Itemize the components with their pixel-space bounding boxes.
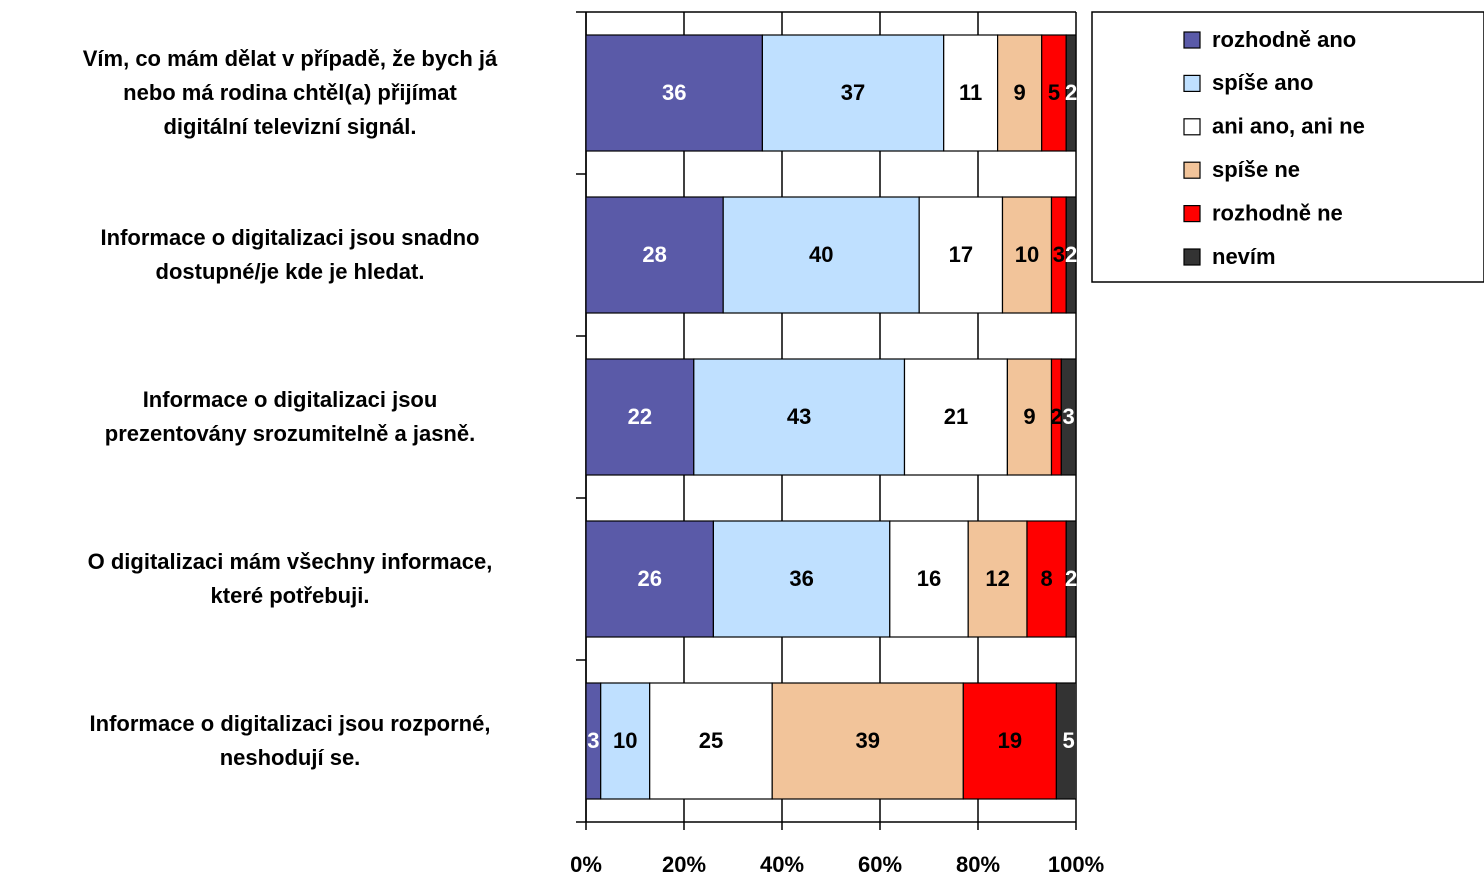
- x-tick-label: 40%: [760, 852, 804, 877]
- value-label: 9: [1023, 404, 1035, 429]
- legend-box: [1091, 11, 1484, 283]
- value-label: 9: [1014, 80, 1026, 105]
- legend-swatch: [1183, 205, 1201, 223]
- bar-segment: [1006, 358, 1053, 476]
- value-label: 5: [1063, 728, 1075, 753]
- bar-segment: [943, 34, 999, 152]
- value-label: 36: [662, 80, 686, 105]
- bar-segment: [1060, 358, 1076, 476]
- bar-segment: [600, 682, 651, 800]
- value-label: 21: [944, 404, 968, 429]
- legend-label: ani ano, ani ne: [1212, 114, 1365, 139]
- value-label: 25: [699, 728, 723, 753]
- legend-label: rozhodně ne: [1212, 200, 1343, 225]
- legend-label: spíše ano: [1212, 70, 1313, 95]
- legend-swatch: [1183, 118, 1201, 136]
- bar-segment: [693, 358, 906, 476]
- value-label: 10: [1015, 242, 1039, 267]
- category-label: O digitalizaci mám všechny informace, kt…: [87, 549, 493, 608]
- bar-segment: [918, 196, 1004, 314]
- value-label: 19: [998, 728, 1022, 753]
- category-label: Informace o digitalizaci jsou prezentová…: [104, 387, 476, 446]
- bar-segment: [1001, 196, 1053, 314]
- bars: [586, 34, 1076, 800]
- value-label: 28: [642, 242, 666, 267]
- value-label: 2: [1050, 404, 1062, 429]
- legend-label: rozhodně ano: [1212, 27, 1356, 52]
- legend-label: nevím: [1212, 244, 1276, 269]
- bar-segment: [586, 358, 695, 476]
- value-label: 36: [789, 566, 813, 591]
- x-tick-label: 60%: [858, 852, 902, 877]
- value-label: 3: [1053, 242, 1065, 267]
- legend-swatch: [1183, 31, 1201, 49]
- bar-segment: [1065, 34, 1076, 152]
- value-label: 2: [1065, 80, 1077, 105]
- bar-segment: [1041, 34, 1067, 152]
- bar-segment: [903, 358, 1009, 476]
- value-label: 11: [959, 80, 982, 105]
- x-tick-label: 100%: [1048, 852, 1104, 877]
- category-label: Informace o digitalizaci jsou rozporné, …: [89, 711, 491, 770]
- value-label: 37: [841, 80, 865, 105]
- bar-segment: [649, 682, 773, 800]
- value-label: 43: [787, 404, 811, 429]
- legend-swatch: [1183, 161, 1201, 179]
- bar-segment: [712, 520, 891, 638]
- bar-segment: [962, 682, 1057, 800]
- legend-swatch: [1183, 74, 1201, 93]
- category-label: Vím, co mám dělat v případě, že bych já …: [82, 46, 498, 139]
- value-label: 40: [809, 242, 833, 267]
- value-label: 26: [637, 566, 661, 591]
- value-label: 10: [613, 728, 637, 753]
- x-tick-label: 80%: [956, 852, 1000, 877]
- value-label: 3: [587, 728, 599, 753]
- value-label: 16: [917, 566, 941, 591]
- bar-segment: [1065, 520, 1076, 638]
- bar-segment: [586, 196, 724, 314]
- value-label: 2: [1065, 242, 1077, 267]
- value-label: 39: [856, 728, 880, 753]
- value-label: 17: [949, 242, 973, 267]
- x-tick-label: 0%: [570, 852, 602, 877]
- bar-segment: [722, 196, 920, 314]
- value-label: 22: [628, 404, 652, 429]
- bar-segment: [996, 34, 1043, 152]
- legend-label: spíše ne: [1212, 157, 1300, 182]
- bar-segment: [1055, 682, 1076, 800]
- bar-segment: [967, 520, 1028, 638]
- category-label: Informace o digitalizaci jsou snadno dos…: [100, 225, 480, 284]
- value-label: 5: [1048, 80, 1060, 105]
- x-tick-label: 20%: [662, 852, 706, 877]
- value-label: 8: [1040, 566, 1052, 591]
- value-label: 3: [1063, 404, 1075, 429]
- bar-segment: [1065, 196, 1076, 314]
- bar-segment: [889, 520, 969, 638]
- bar-segment: [771, 682, 964, 800]
- legend-swatch: [1183, 248, 1201, 266]
- bar-segment: [586, 34, 763, 152]
- bar-segment: [1026, 520, 1067, 638]
- value-label: 2: [1065, 566, 1077, 591]
- value-label: 12: [985, 566, 1009, 591]
